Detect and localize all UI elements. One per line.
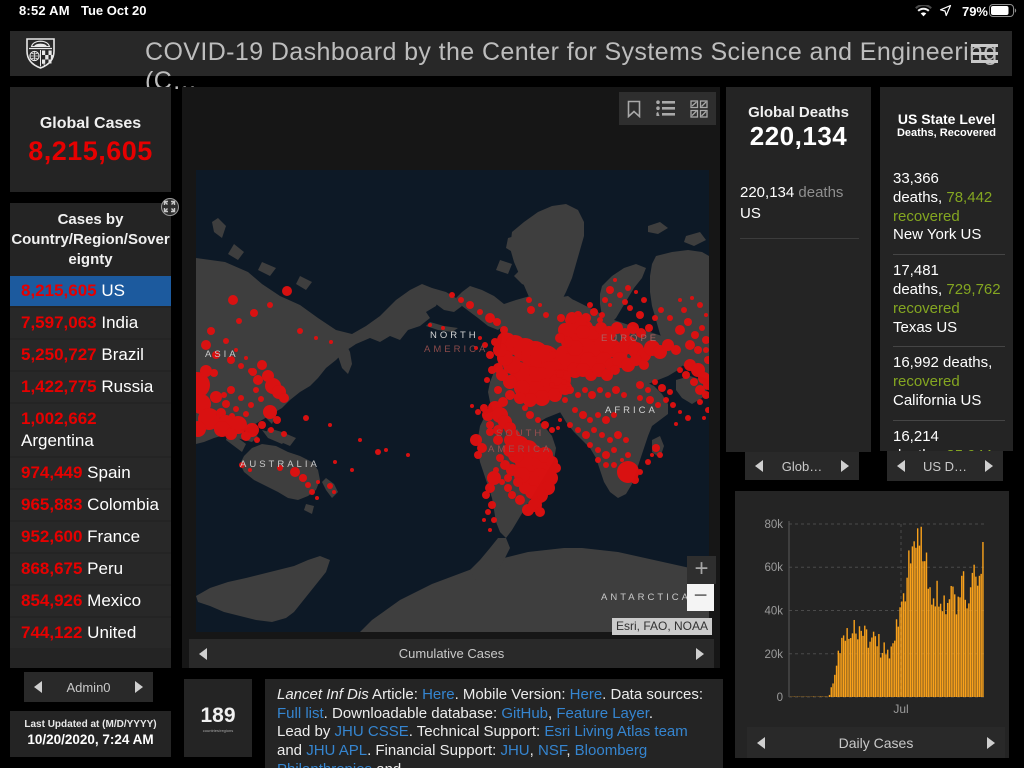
svg-text:20k: 20k — [764, 649, 783, 661]
svg-text:80k: 80k — [764, 519, 783, 531]
svg-text:AMERICA: AMERICA — [488, 444, 552, 455]
svg-text:AMERICA: AMERICA — [424, 344, 488, 355]
svg-text:40k: 40k — [764, 606, 783, 618]
svg-text:Jul: Jul — [893, 702, 908, 716]
svg-text:NORTH: NORTH — [430, 330, 479, 341]
svg-text:EUROPE: EUROPE — [601, 333, 659, 344]
svg-text:AFRICA: AFRICA — [605, 405, 658, 416]
svg-text:SOUTH: SOUTH — [496, 428, 544, 439]
svg-text:ANTARCTICA: ANTARCTICA — [601, 592, 691, 603]
svg-text:60k: 60k — [764, 562, 783, 574]
svg-text:AUSTRALIA: AUSTRALIA — [240, 459, 320, 470]
svg-text:0: 0 — [777, 692, 783, 704]
svg-text:ASIA: ASIA — [205, 349, 239, 360]
